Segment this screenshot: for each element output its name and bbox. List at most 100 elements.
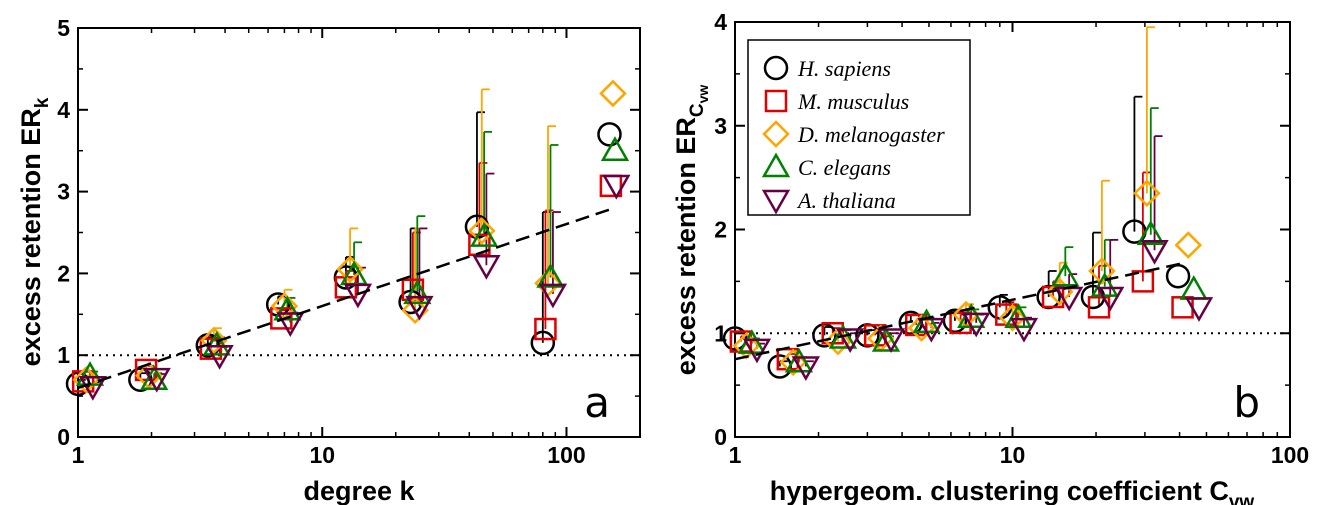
data-point <box>1090 272 1119 297</box>
data-point <box>1179 275 1208 300</box>
y-axis-label-subsub: vw <box>695 85 711 104</box>
x-tick-label: 1 <box>72 442 85 468</box>
x-axis-label-main: hypergeom. clustering coefficient C <box>770 476 1229 505</box>
data-point <box>472 254 501 280</box>
data-point <box>536 262 565 288</box>
data-point <box>722 326 748 351</box>
data-point <box>917 317 946 343</box>
legend-marker <box>764 89 788 113</box>
x-tick-label: 1 <box>729 442 742 468</box>
data-point <box>962 312 991 338</box>
data-point <box>836 328 865 353</box>
legend-label: D. melanogaster <box>797 122 945 147</box>
data-point <box>824 327 852 356</box>
data-point <box>534 317 557 341</box>
y-axis-label: excess retention ERCvw <box>671 85 711 376</box>
data-point <box>1136 220 1165 245</box>
x-tick-label: 100 <box>547 442 585 468</box>
data-point <box>403 279 432 305</box>
legend-marker <box>762 120 790 148</box>
y-axis-label-main: excess retention ER <box>16 108 46 366</box>
legend-label: C. elegans <box>798 155 891 180</box>
legend-item: M. musculus <box>764 89 909 114</box>
data-point <box>1140 240 1169 265</box>
data-point <box>602 174 631 200</box>
data-point <box>600 136 630 161</box>
data-point <box>139 365 169 390</box>
data-point <box>468 217 496 245</box>
legend-item: C. elegans <box>761 152 891 180</box>
data-point <box>276 312 305 337</box>
y-tick-label: 0 <box>57 424 70 450</box>
data-point <box>784 347 814 373</box>
data-point <box>1088 257 1116 285</box>
data-point <box>1184 297 1214 322</box>
y-tick-label: 2 <box>714 217 727 243</box>
legend-label: H. sapiens <box>797 56 891 81</box>
y-tick-label: 0 <box>714 424 727 450</box>
legend-label: M. musculus <box>797 89 909 114</box>
y-tick-label: 4 <box>57 97 70 123</box>
data-point <box>742 338 772 364</box>
y-axis-label: excess retention ERk <box>16 97 53 366</box>
panel-label: a <box>584 378 610 427</box>
data-point <box>1009 317 1039 343</box>
data-point <box>469 222 499 247</box>
data-point <box>791 356 820 381</box>
legend-marker <box>761 152 791 178</box>
data-point <box>273 295 302 321</box>
x-axis-label-sub: vw <box>1229 492 1255 505</box>
y-tick-label: 3 <box>714 113 727 139</box>
data-point <box>1004 303 1033 328</box>
y-axis-label-main: excess retention ER <box>671 117 701 375</box>
data-point <box>1133 179 1161 207</box>
fit-line <box>77 208 610 390</box>
legend: H. sapiens M. musculus D. melanogaster C. e… <box>747 39 971 216</box>
data-point <box>199 337 223 360</box>
panel-label: b <box>1233 378 1260 427</box>
data-point <box>401 296 429 324</box>
data-point <box>876 328 906 353</box>
data-point <box>1165 263 1191 289</box>
data-point <box>907 314 936 342</box>
legend-label: A. thaliana <box>796 188 896 213</box>
y-axis-label-sub: k <box>32 97 53 108</box>
y-tick-label: 5 <box>57 15 70 41</box>
y-tick-label: 1 <box>57 342 70 368</box>
fit-line <box>734 261 1186 361</box>
data-point <box>1174 231 1203 259</box>
data-point <box>205 344 234 370</box>
data-point <box>336 255 364 284</box>
data-point <box>828 323 858 349</box>
data-point <box>871 327 901 352</box>
y-tick-label: 2 <box>57 260 70 286</box>
x-axis-label: degree k <box>303 476 415 505</box>
data-point <box>200 326 228 355</box>
legend-item: D. melanogaster <box>762 120 945 148</box>
x-axis-label: hypergeom. clustering coefficient Cvw <box>770 476 1255 505</box>
data-point <box>597 122 622 147</box>
data-point <box>343 283 373 309</box>
data-point <box>530 330 556 356</box>
legend-item: H. sapiens <box>763 55 891 81</box>
data-point <box>1131 270 1155 293</box>
x-tick-label: 10 <box>1000 442 1026 468</box>
legend-box <box>747 39 971 216</box>
data-point <box>142 367 171 393</box>
legend-marker <box>761 189 791 215</box>
y-tick-label: 3 <box>57 179 70 205</box>
data-point <box>538 283 568 309</box>
y-tick-label: 4 <box>714 9 727 35</box>
data-point <box>599 79 627 108</box>
data-point <box>72 365 100 394</box>
legend-item: A. thaliana <box>761 188 896 215</box>
data-point <box>78 376 107 401</box>
x-tick-label: 10 <box>309 442 335 468</box>
data-point <box>1096 286 1125 312</box>
y-axis-label-sub: C <box>687 103 708 117</box>
data-point <box>998 303 1027 332</box>
legend-marker <box>763 55 789 81</box>
